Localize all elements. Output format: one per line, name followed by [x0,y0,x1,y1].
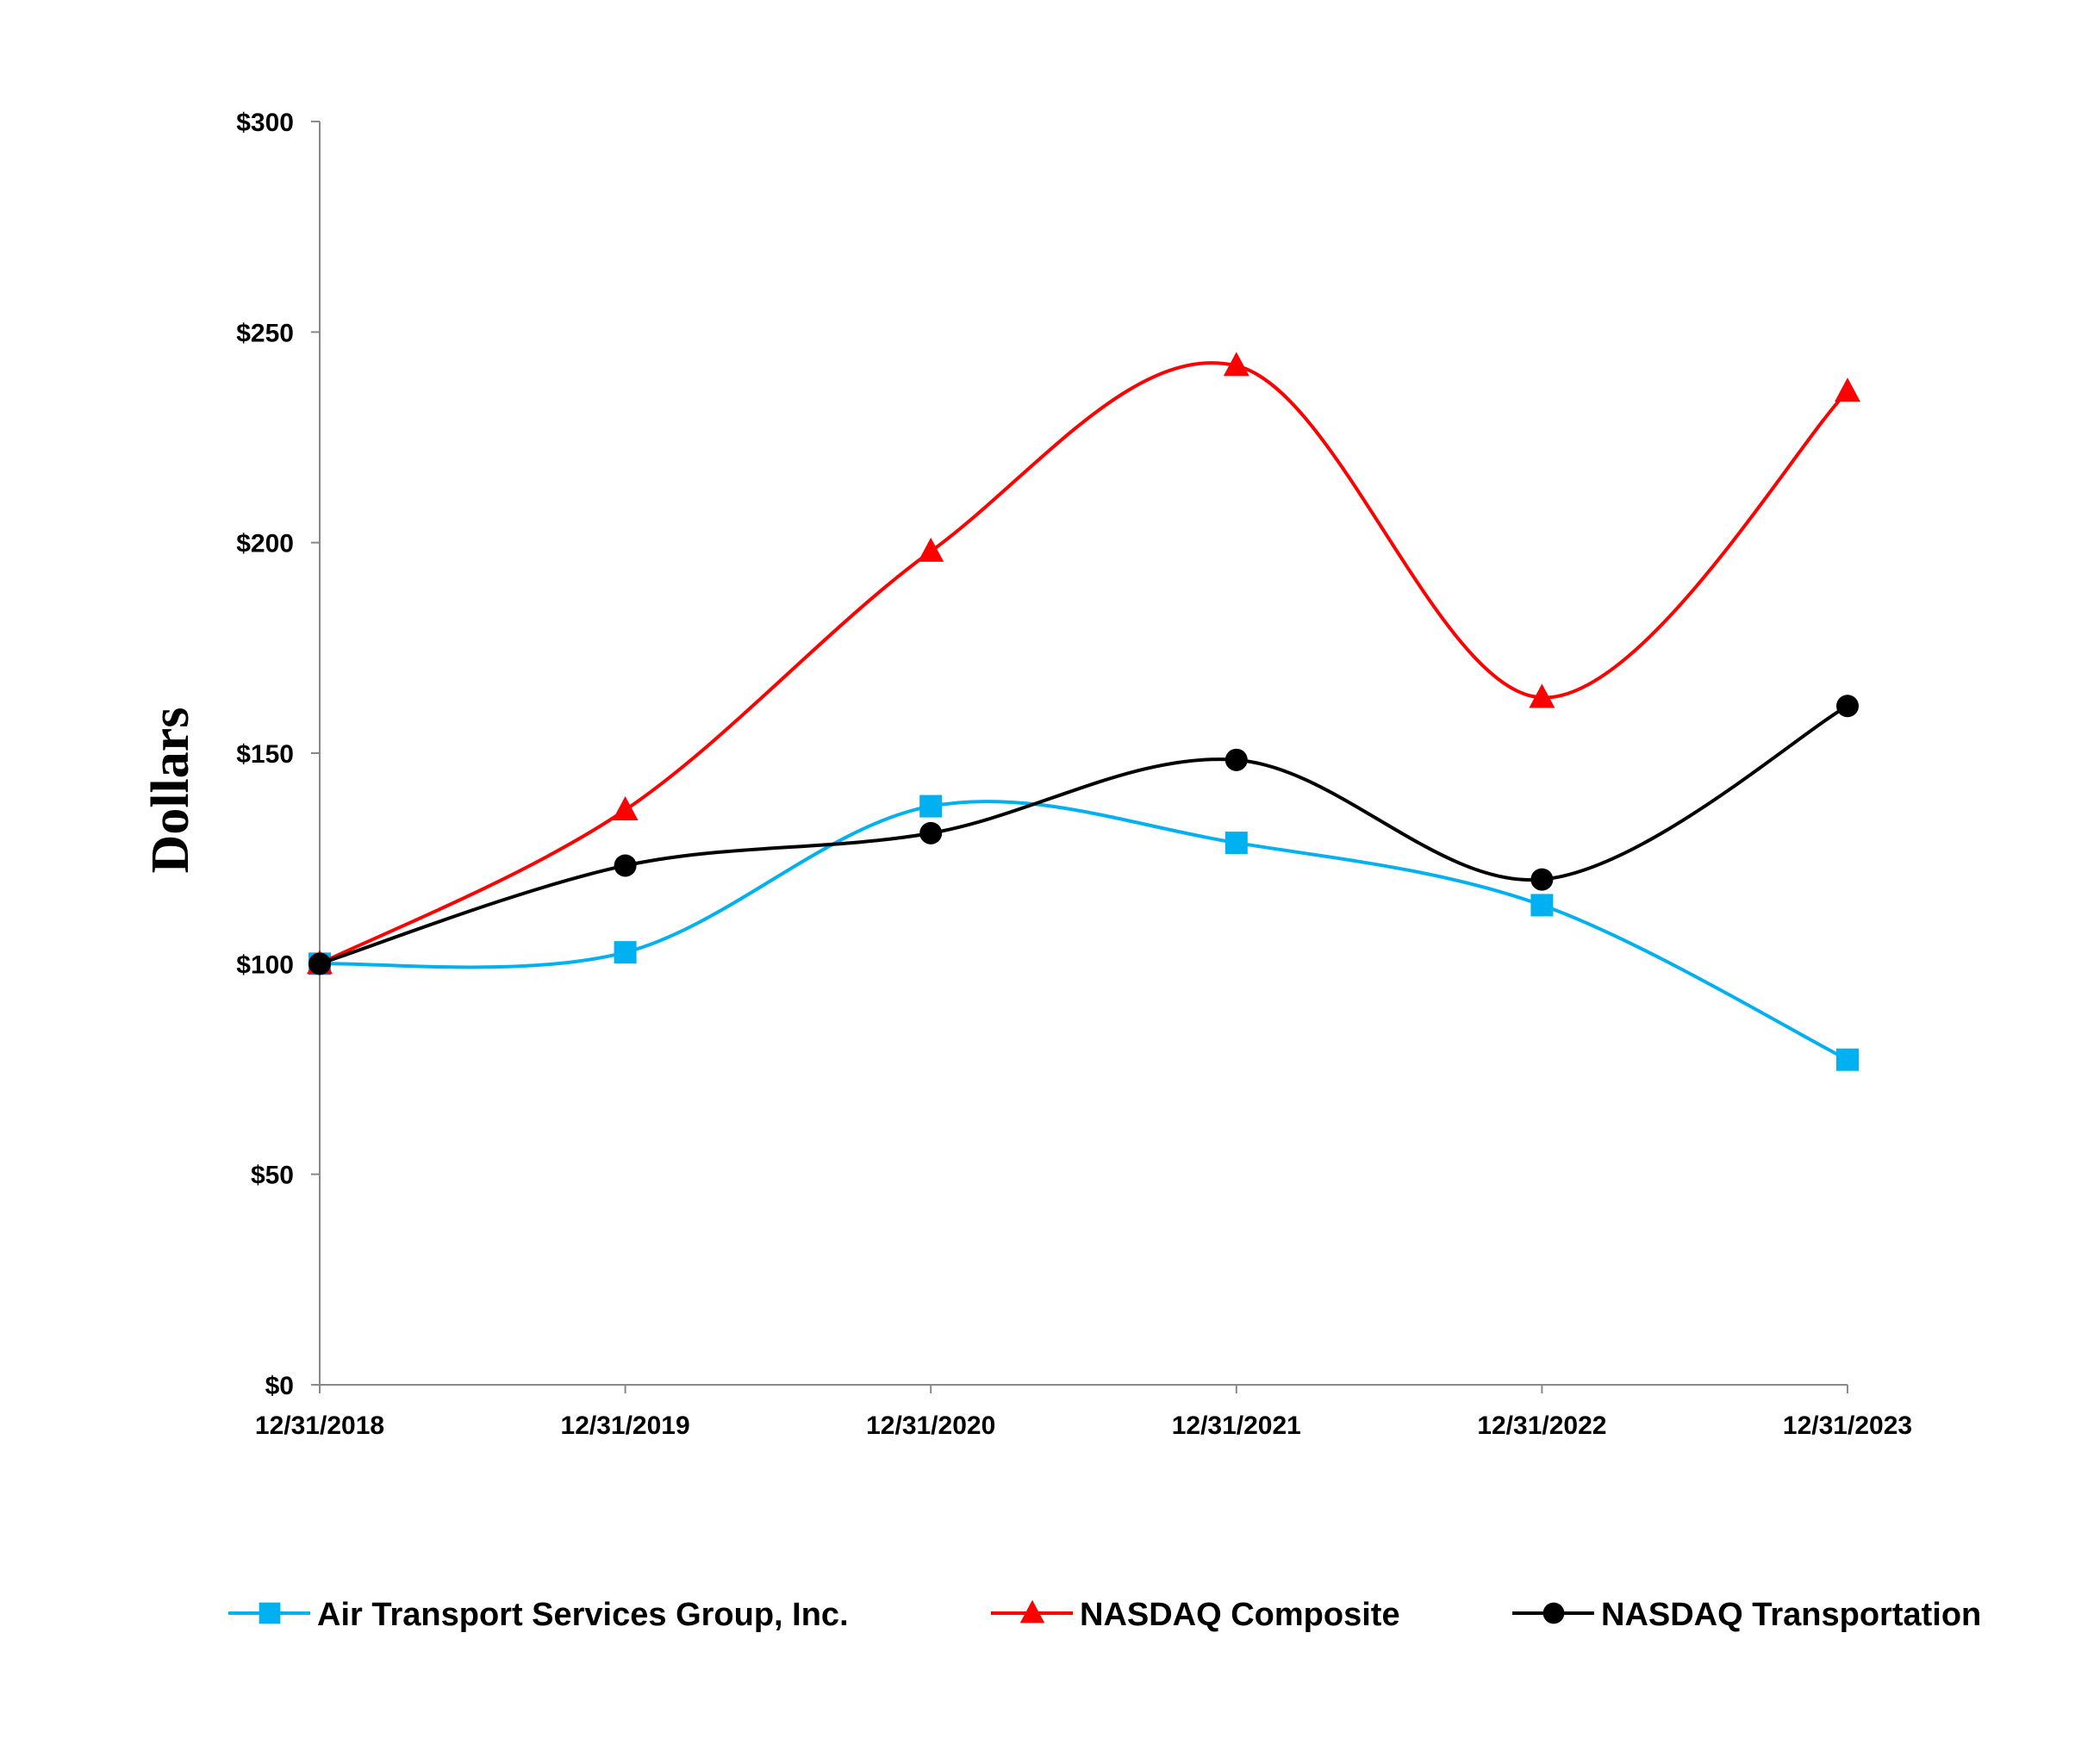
circle-marker [919,821,943,844]
y-tick-label: $0 [265,1372,294,1400]
y-tick-label: $250 [236,319,294,347]
legend-label: NASDAQ Composite [1080,1597,1400,1633]
y-tick-label: $100 [236,950,294,979]
series-line [319,800,1848,1062]
legend-triangle-marker [1019,1599,1045,1623]
legend-label: NASDAQ Transportation [1601,1597,1981,1633]
x-tick-label: 12/31/2021 [1172,1412,1301,1440]
series-nasdaq-transportation [308,695,1859,975]
triangle-marker [612,795,639,820]
x-tick-label: 12/31/2018 [255,1412,384,1440]
series-nasdaq-composite [307,352,1860,975]
series-air-transport-services-group-inc- [308,795,1859,1071]
legend-item: Air Transport Services Group, Inc. [228,1597,849,1633]
y-tick-label: $300 [236,109,294,137]
square-marker [919,795,943,818]
circle-marker [1530,868,1554,891]
series-layer [307,352,1860,1071]
y-tick-label: $150 [236,740,294,769]
legend-circle-marker [1542,1602,1565,1624]
square-marker [1224,832,1248,855]
triangle-marker [1223,352,1249,377]
square-marker [1530,894,1554,917]
legend: Air Transport Services Group, Inc. NASDAQ… [228,1597,1981,1633]
legend-item: NASDAQ Transportation [1512,1597,1981,1633]
triangle-marker [918,537,944,562]
y-axis-label: Dollars [141,707,200,874]
circle-marker [308,952,331,975]
axes: $0 $50 $100 $150 $200 $250 $300 12/31/2018 12/31… [236,109,1912,1440]
square-marker [614,941,637,964]
y-tick-label: $200 [236,530,294,558]
circle-marker [614,854,637,877]
triangle-marker [1835,377,1860,402]
legend-square-marker [259,1602,281,1624]
x-tick-label: 12/31/2020 [866,1412,995,1440]
x-tick-label: 12/31/2019 [561,1412,690,1440]
circle-marker [1224,748,1248,771]
triangle-marker [1529,683,1555,708]
series-line [319,361,1849,966]
legend-label: Air Transport Services Group, Inc. [317,1597,849,1633]
y-tick-label: $50 [251,1162,294,1190]
legend-item: NASDAQ Composite [991,1597,1400,1633]
square-marker [1836,1048,1859,1071]
x-tick-label: 12/31/2023 [1783,1412,1912,1440]
x-tick-label: 12/31/2022 [1477,1412,1606,1440]
circle-marker [1836,695,1859,718]
series-line [319,704,1848,966]
